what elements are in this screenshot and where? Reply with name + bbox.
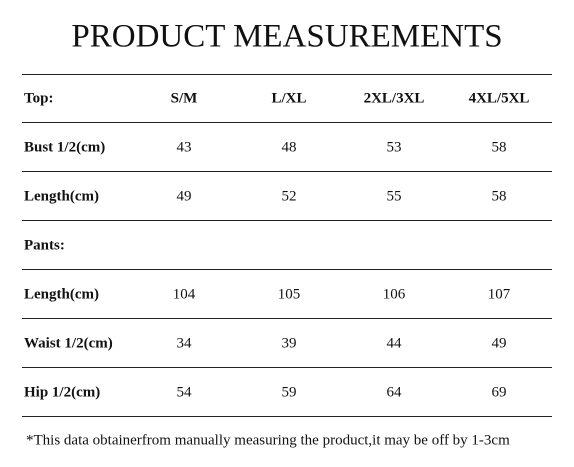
measurement: 44 — [387, 335, 403, 351]
size-header: S/M — [171, 90, 198, 106]
measurement: 49 — [492, 335, 507, 351]
measurement: 58 — [492, 139, 507, 155]
measurement: 107 — [488, 286, 511, 302]
title: PRODUCT MEASUREMENTS — [71, 19, 502, 55]
measurement: 69 — [492, 384, 507, 400]
measurement: 58 — [492, 188, 507, 204]
size-header: 2XL/3XL — [364, 90, 425, 106]
table-rules — [22, 74, 552, 417]
row-label: Pants: — [24, 237, 65, 253]
measurement: 49 — [177, 188, 192, 204]
measurement: 54 — [177, 384, 193, 400]
measurement: 43 — [177, 139, 192, 155]
measurement: 105 — [278, 286, 301, 302]
row-label: Length(cm) — [24, 188, 99, 204]
row-label: Hip 1/2(cm) — [24, 384, 100, 400]
row-label: Waist 1/2(cm) — [24, 335, 113, 351]
measurement: 59 — [282, 384, 297, 400]
measurement: 106 — [383, 286, 406, 302]
row-label: Length(cm) — [24, 286, 99, 302]
size-header: L/XL — [271, 90, 306, 106]
row-label: Bust 1/2(cm) — [24, 139, 105, 155]
section-label: Top: — [24, 90, 53, 106]
measurement: 52 — [282, 188, 297, 204]
measurement: 64 — [387, 384, 403, 400]
measurement: 104 — [173, 286, 196, 302]
measurement: 55 — [387, 188, 402, 204]
measurement: 39 — [282, 335, 297, 351]
measurement: 53 — [387, 139, 402, 155]
measurement: 48 — [282, 139, 297, 155]
measurement: 34 — [177, 335, 193, 351]
size-header: 4XL/5XL — [469, 90, 530, 106]
footnote: *This data obtainerfrom manually measuri… — [26, 432, 510, 448]
